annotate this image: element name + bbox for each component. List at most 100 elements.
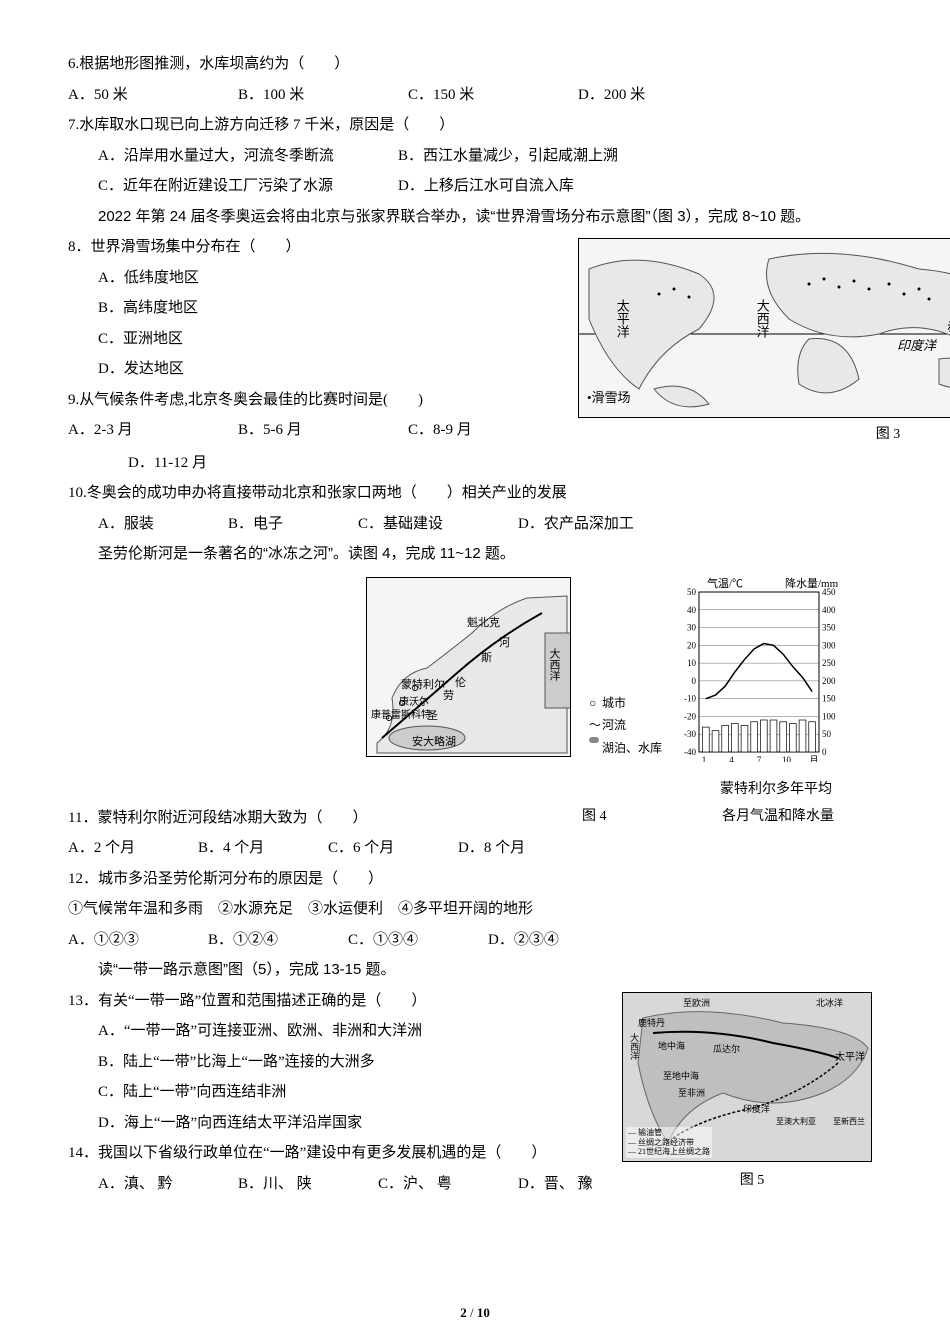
intro-8-10: 2022 年第 24 届冬季奥运会将由北京与张家界联合举办，读“世界滑雪场分布示… xyxy=(68,203,882,232)
q6-choices: A．50 米 B．100 米 C．150 米 D．200 米 xyxy=(68,81,882,110)
svg-text:400: 400 xyxy=(822,604,836,614)
q10-b: B．电子 xyxy=(228,510,358,539)
fig5-pacific: 太平洋 xyxy=(835,1048,865,1067)
q10-a: A．服装 xyxy=(98,510,228,539)
fig5-arctic: 北冰洋 xyxy=(816,995,843,1012)
figure-4-map: 魁北克 河 斯 伦 劳 圣 蒙特利尔 康沃尔 康普雷斯科特 安大略湖 大西洋 xyxy=(366,577,571,757)
svg-text:200: 200 xyxy=(822,675,836,685)
q9-c: C．8-9 月 xyxy=(408,416,578,445)
svg-text:50: 50 xyxy=(687,587,697,597)
figure-3-map: 太平洋 大西洋 印度洋 赤道 0° •滑雪场 xyxy=(578,238,950,418)
fig4-legend-city: 城市 xyxy=(602,696,626,710)
q6-a: A．50 米 xyxy=(68,81,238,110)
q9-stem: 9.从气候条件考虑,北京冬奥会最佳的比赛时间是( ) xyxy=(68,386,578,415)
fig3-indian: 印度洋 xyxy=(897,334,936,359)
q7-c: C．近年在附近建设工厂污染了水源 xyxy=(98,172,398,201)
fig3-legend: •滑雪场 xyxy=(587,386,631,411)
q7-stem: 7.水库取水口现已向上游方向迁移 7 千米，原因是（ ） xyxy=(68,111,882,140)
q10-stem: 10.冬奥会的成功申办将直接带动北京和张家口两地（ ）相关产业的发展 xyxy=(68,479,882,508)
svg-text:-40: -40 xyxy=(684,747,696,757)
svg-text:100: 100 xyxy=(822,711,836,721)
q6-stem: 6.根据地形图推测，水库坝高约为（ ） xyxy=(68,50,882,79)
q11-choices: A．2 个月 B．4 个月 C．6 个月 D．8 个月 xyxy=(68,834,882,863)
fig5-legend-pipe: 输油管 xyxy=(638,1128,662,1137)
q8-b: B．高纬度地区 xyxy=(68,294,578,323)
svg-text:月: 月 xyxy=(809,755,818,762)
fig5-aus: 至澳大利亚 xyxy=(776,1114,816,1129)
intro-11-12: 圣劳伦斯河是一条著名的“冰冻之河”。读图 4，完成 11~12 题。 xyxy=(68,540,882,569)
q6-b: B．100 米 xyxy=(238,81,408,110)
fig4-ocean: 大西洋 xyxy=(543,648,564,681)
fig4-legend-river: 河流 xyxy=(602,718,626,732)
q11-b: B．4 个月 xyxy=(198,834,328,863)
q11-a: A．2 个月 xyxy=(68,834,198,863)
q12-line2: ①气候常年温和多雨 ②水源充足 ③水运便利 ④多平坦开阔的地形 xyxy=(68,895,882,924)
svg-text:20: 20 xyxy=(687,640,697,650)
fig4-legend: ○ 城市 〜 河流 湖泊、水库 xyxy=(589,577,649,757)
q8-c: C．亚洲地区 xyxy=(68,325,578,354)
svg-text:300: 300 xyxy=(822,640,836,650)
fig5-gwadar: 瓜达尔 xyxy=(713,1041,740,1058)
fig4-lun: 伦 xyxy=(455,673,466,694)
q12-stem: 12．城市多沿圣劳伦斯河分布的原因是（ ） xyxy=(68,865,882,894)
q10-c: C．基础建设 xyxy=(358,510,518,539)
fig4-river1: 斯 xyxy=(481,648,492,669)
page-number: 2 / 10 xyxy=(0,1301,950,1326)
page-sep: / xyxy=(467,1305,477,1320)
svg-text:10: 10 xyxy=(782,755,792,762)
q11-d: D．8 个月 xyxy=(458,834,525,863)
q12-a: A．①②③ xyxy=(68,926,208,955)
q10-d: D．农产品深加工 xyxy=(518,510,634,539)
q12-c: C．①③④ xyxy=(348,926,488,955)
fig3-atlantic: 大西洋 xyxy=(749,299,774,338)
fig5-legend-road: 21世纪海上丝绸之路 xyxy=(638,1147,710,1156)
q13-c: C．陆上“一带”向西连结非洲 xyxy=(68,1078,622,1107)
fig5-rotterdam: 鹿特丹 xyxy=(638,1015,665,1032)
figure-4-chart: 气温/℃ 降水量/mm 50403020100-10-20-30-40 4504… xyxy=(667,577,842,762)
svg-text:1: 1 xyxy=(702,755,707,762)
fig4-legend-lake: 湖泊、水库 xyxy=(602,741,662,755)
fig4-riverlabel: 河 xyxy=(499,633,510,654)
svg-text:0: 0 xyxy=(822,747,827,757)
svg-text:-10: -10 xyxy=(684,693,696,703)
fig5-indian: 印度洋 xyxy=(743,1101,770,1118)
figure-3-label: 图 3 xyxy=(578,422,950,449)
q13-a: A．“一带一路”可连接亚洲、欧洲、非洲和大洋洲 xyxy=(68,1017,622,1046)
svg-text:10: 10 xyxy=(687,658,697,668)
fig5-legend-belt: 丝绸之路经济带 xyxy=(638,1138,694,1147)
svg-text:40: 40 xyxy=(687,604,697,614)
page-total: 10 xyxy=(477,1305,490,1320)
fig4-city3: 康普雷斯科特 xyxy=(371,706,431,725)
svg-text:350: 350 xyxy=(822,622,836,632)
svg-text:250: 250 xyxy=(822,658,836,668)
q6-d: D．200 米 xyxy=(578,81,748,110)
q14-d: D．晋、 豫 xyxy=(518,1170,593,1199)
svg-text:450: 450 xyxy=(822,587,836,597)
fig5-atlantic: 大西洋 xyxy=(625,1033,642,1060)
q12-b: B．①②④ xyxy=(208,926,348,955)
q14-stem: 14．我国以下省级行政单位在“一路”建设中有更多发展机遇的是（ ） xyxy=(68,1139,622,1168)
fig5-tomed: 至地中海 xyxy=(663,1068,699,1085)
q7-d: D．上移后江水可自流入库 xyxy=(398,172,698,201)
q13-stem: 13．有关“一带一路”位置和范围描述正确的是（ ） xyxy=(68,987,622,1016)
q14-b: B．川、 陕 xyxy=(238,1170,378,1199)
fig5-nz: 至新西兰 xyxy=(833,1114,865,1129)
q14-a: A．滇、 黔 xyxy=(98,1170,238,1199)
svg-text:7: 7 xyxy=(757,755,762,762)
q12-choices: A．①②③ B．①②④ C．①③④ D．②③④ xyxy=(68,926,882,955)
q8-stem: 8．世界滑雪场集中分布在（ ） xyxy=(68,233,578,262)
chart-temp-label: 气温/℃ xyxy=(707,577,743,590)
fig4-lake: 安大略湖 xyxy=(412,732,456,753)
figure-5-map: 至欧洲 北冰洋 鹿特丹 大西洋 地中海 瓜达尔 至地中海 至非洲 印度洋 太平洋… xyxy=(622,992,872,1162)
q6-c: C．150 米 xyxy=(408,81,578,110)
q13-b: B．陆上“一带”比海上“一路”连接的大洲多 xyxy=(68,1048,622,1077)
q9-d: D．11-12 月 xyxy=(68,449,882,478)
svg-text:50: 50 xyxy=(822,729,832,739)
svg-text:0: 0 xyxy=(692,675,697,685)
q8-d: D．发达地区 xyxy=(68,355,578,384)
q13-d: D．海上“一路”向西连结太平洋沿岸国家 xyxy=(68,1109,622,1138)
q14-c: C．沪、 粤 xyxy=(378,1170,518,1199)
q10-choices: A．服装 B．电子 C．基础建设 D．农产品深加工 xyxy=(68,510,882,539)
svg-text:4: 4 xyxy=(729,755,734,762)
q9-b: B．5-6 月 xyxy=(238,416,408,445)
